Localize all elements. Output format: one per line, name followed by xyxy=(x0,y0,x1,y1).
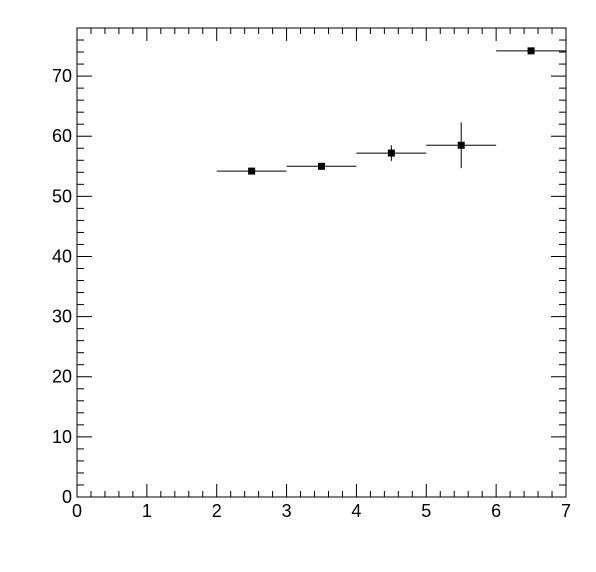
y-tick-label: 50 xyxy=(52,186,72,206)
y-tick-label: 0 xyxy=(62,487,72,507)
y-tick-label: 60 xyxy=(52,126,72,146)
data-point-marker xyxy=(527,47,535,55)
y-tick-label: 70 xyxy=(52,66,72,86)
y-tick-label: 10 xyxy=(52,427,72,447)
y-tick-label: 40 xyxy=(52,246,72,266)
plot-frame xyxy=(76,27,567,498)
axes xyxy=(76,27,567,498)
y-tick-label: 20 xyxy=(52,367,72,387)
x-tick-label: 6 xyxy=(491,501,501,521)
x-tick-label: 2 xyxy=(212,501,222,521)
x-tick-label: 3 xyxy=(282,501,292,521)
x-tick-label: 4 xyxy=(351,501,361,521)
data-point-marker xyxy=(387,149,395,157)
x-tick-label: 7 xyxy=(561,501,571,521)
data-points xyxy=(216,47,566,175)
data-point-marker xyxy=(248,167,256,175)
tick-marks xyxy=(76,27,567,498)
x-tick-label: 1 xyxy=(142,501,152,521)
data-point-marker xyxy=(457,141,465,149)
x-tick-label: 5 xyxy=(421,501,431,521)
data-point-marker xyxy=(318,162,325,170)
x-tick-label: 0 xyxy=(72,501,82,521)
y-tick-label: 30 xyxy=(52,307,72,327)
